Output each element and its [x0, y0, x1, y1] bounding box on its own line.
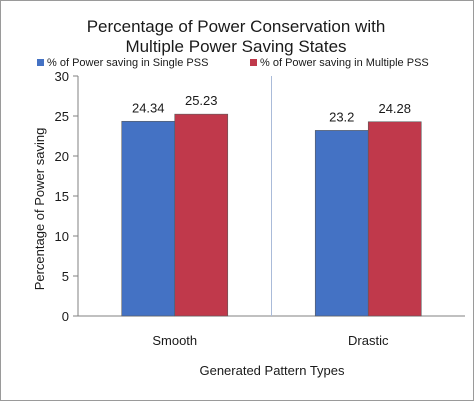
y-tick-label: 20 — [55, 149, 69, 164]
x-axis-title: Generated Pattern Types — [199, 363, 345, 378]
x-category-label: Drastic — [348, 333, 389, 348]
y-tick-label: 10 — [55, 229, 69, 244]
bar — [121, 120, 176, 317]
legend-label-multiple-pss: % of Power saving in Multiple PSS — [260, 57, 429, 69]
data-label: 24.28 — [378, 101, 411, 116]
legend: % of Power saving in Single PSS % of Pow… — [37, 57, 429, 69]
bar — [367, 121, 422, 317]
y-axis-title: Percentage of Power saving — [32, 128, 47, 291]
x-category-label: Smooth — [152, 333, 197, 348]
legend-swatch-multiple-pss — [250, 59, 257, 66]
data-label: 23.2 — [329, 109, 354, 124]
data-label: 24.34 — [132, 100, 165, 115]
y-tick-label: 0 — [62, 309, 69, 324]
y-tick-label: 15 — [55, 189, 69, 204]
legend-swatch-single-pss — [37, 59, 44, 66]
chart-title-line-2: Multiple Power Saving States — [125, 37, 346, 56]
chart-title-line-1: Percentage of Power Conservation with — [87, 17, 386, 36]
data-label: 25.23 — [185, 93, 218, 108]
plot-area: 0 5 10 15 20 25 30 24.34 25.23 Smooth 23.2 24.28 Dra… — [55, 69, 465, 348]
y-tick-label: 30 — [55, 69, 69, 84]
legend-label-single-pss: % of Power saving in Single PSS — [47, 57, 208, 69]
y-tick-label: 5 — [62, 269, 69, 284]
bar — [174, 113, 229, 317]
y-tick-label: 25 — [55, 109, 69, 124]
bar — [314, 130, 369, 317]
